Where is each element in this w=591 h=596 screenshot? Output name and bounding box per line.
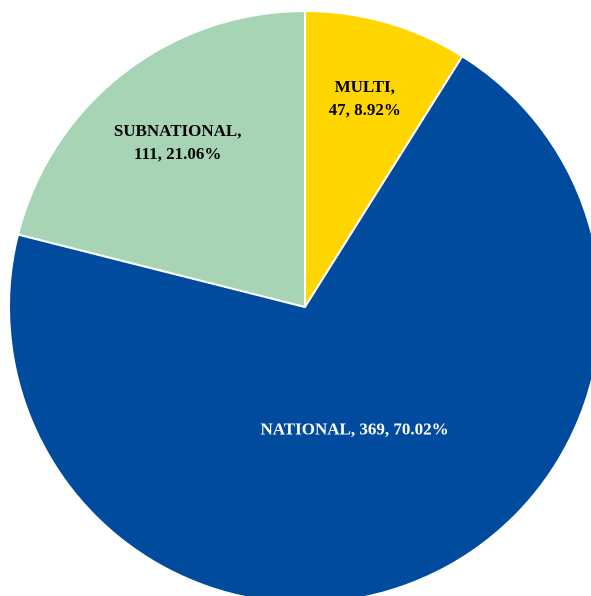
data-label-line: 111, 21.06% bbox=[134, 144, 221, 163]
data-label-line: 47, 8.92% bbox=[329, 100, 401, 119]
data-label-subnational: SUBNATIONAL, 111, 21.06% bbox=[114, 121, 242, 163]
data-label-line: NATIONAL, 369, 70.02% bbox=[261, 420, 449, 439]
data-label-national: NATIONAL, 369, 70.02% bbox=[261, 420, 449, 439]
pie-slice-subnational bbox=[17, 10, 306, 308]
pie-slice-national bbox=[8, 55, 591, 596]
pie-slice-multi bbox=[304, 10, 464, 308]
data-label-multi: MULTI, 47, 8.92% bbox=[329, 77, 401, 119]
data-label-line: SUBNATIONAL, bbox=[114, 121, 242, 140]
data-label-line: MULTI, bbox=[335, 77, 395, 96]
